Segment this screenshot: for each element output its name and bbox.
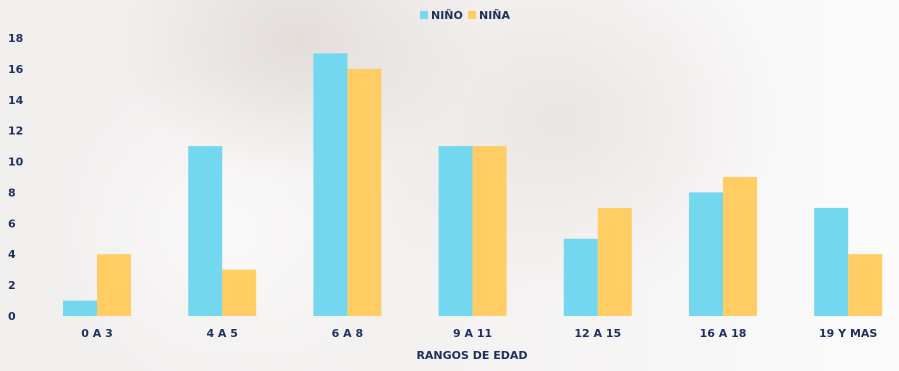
y-axis-ticks: 0 2 4 6 8 10 12 14 16 18 <box>8 32 24 323</box>
y-tick-label: 14 <box>8 94 24 107</box>
bar-nino-4 <box>563 238 598 316</box>
bar-nina-2 <box>347 68 382 317</box>
y-tick-label: 2 <box>8 279 16 292</box>
bar-nino-1 <box>188 146 223 316</box>
bar-nina-4 <box>597 207 632 316</box>
bar-nina-5 <box>723 177 757 316</box>
x-axis-ticks: 0 A 3 4 A 5 6 A 8 9 A 11 12 A 15 16 A 18 19 Y … <box>81 327 877 340</box>
legend: NIÑO NIÑA <box>420 9 511 22</box>
y-tick-label: 6 <box>8 217 16 230</box>
bar-nino-6 <box>814 207 849 316</box>
y-tick-label: 4 <box>8 248 16 261</box>
legend-label-nina: NIÑA <box>479 9 511 22</box>
legend-swatch-nino <box>420 11 428 19</box>
bar-nino-5 <box>689 192 723 316</box>
y-tick-label: 18 <box>8 32 23 45</box>
bar-nina-3 <box>472 146 507 316</box>
x-tick-label: 0 A 3 <box>81 327 112 340</box>
y-tick-label: 12 <box>8 125 23 138</box>
bar-nino-2 <box>313 53 348 317</box>
bar-nina-6 <box>848 254 883 316</box>
bar-nina-0 <box>97 254 131 316</box>
bar-nino-0 <box>63 300 97 316</box>
legend-label-nino: NIÑO <box>431 9 463 22</box>
x-tick-label: 12 A 15 <box>574 327 621 340</box>
y-tick-label: 16 <box>8 63 24 76</box>
x-axis-title: RANGOS DE EDAD <box>416 349 527 362</box>
x-tick-label: 19 Y MAS <box>819 327 877 340</box>
x-tick-label: 4 A 5 <box>206 327 237 340</box>
x-tick-label: 6 A 8 <box>332 327 363 340</box>
y-tick-label: 8 <box>8 186 16 199</box>
bar-nina-1 <box>222 269 257 316</box>
bar-nino-3 <box>438 146 473 316</box>
x-tick-label: 9 A 11 <box>453 327 492 340</box>
x-tick-label: 16 A 18 <box>700 327 747 340</box>
legend-swatch-nina <box>468 11 476 19</box>
y-tick-label: 0 <box>8 310 16 323</box>
y-tick-label: 10 <box>8 156 24 169</box>
bars <box>63 53 883 317</box>
